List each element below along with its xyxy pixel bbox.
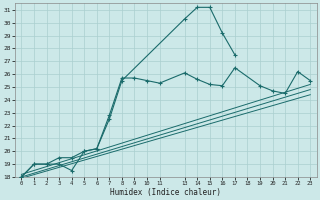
X-axis label: Humidex (Indice chaleur): Humidex (Indice chaleur) <box>110 188 221 197</box>
